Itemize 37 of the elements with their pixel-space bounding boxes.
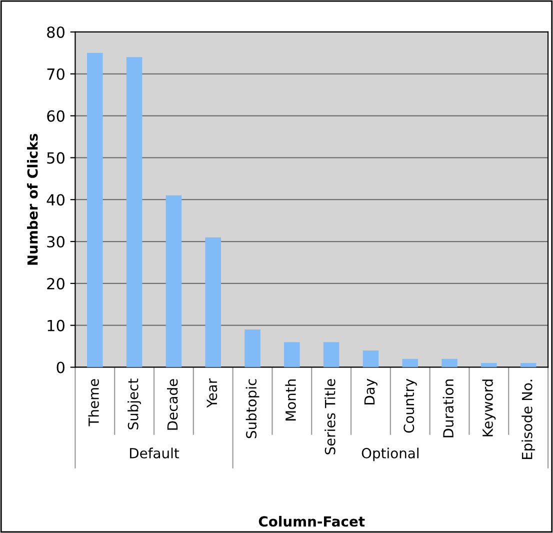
x-axis-title: Column-Facet: [258, 516, 365, 527]
bar: [87, 52, 103, 368]
bar: [442, 358, 458, 368]
y-tick-label: 20: [47, 278, 64, 290]
y-tick-label: 40: [46, 194, 64, 206]
x-tick-label: Month: [285, 380, 296, 421]
x-tick-label: Country: [404, 378, 417, 433]
y-tick-label: 80: [47, 26, 64, 38]
x-tick-label: Decade: [166, 379, 178, 430]
text: Default: [130, 448, 180, 458]
x-tick-label: Episode No.: [522, 380, 536, 460]
x-tick-label: Keyword: [482, 380, 496, 436]
bar: [244, 330, 260, 368]
x-tick-label: Series Title: [324, 379, 336, 454]
x-tick-label: Theme: [88, 379, 99, 426]
bar: [126, 57, 142, 368]
bar: [166, 195, 182, 368]
y-tick-label: 0: [56, 362, 64, 374]
y-axis-title: Number of Clicks: [27, 134, 38, 265]
bar: [520, 363, 536, 368]
y-tick-label: 10: [48, 320, 64, 332]
bar: [205, 237, 221, 368]
bar: [481, 363, 497, 368]
x-tick-label: Year: [206, 378, 218, 408]
y-tick-label: 70: [47, 68, 64, 80]
bar: [284, 342, 300, 368]
bar: [323, 342, 340, 368]
x-tick-label: Day: [364, 378, 378, 404]
x-tick-label: Subject: [128, 378, 142, 430]
y-tick-label: 30: [47, 236, 64, 248]
x-tick-label: Subtopic: [246, 379, 260, 438]
text: Optional: [362, 448, 418, 462]
bar: [362, 350, 379, 368]
x-tick-label: Duration: [442, 380, 454, 438]
y-tick-label: 60: [47, 110, 64, 122]
bar: [402, 358, 418, 368]
y-tick-label: 50: [47, 152, 64, 164]
